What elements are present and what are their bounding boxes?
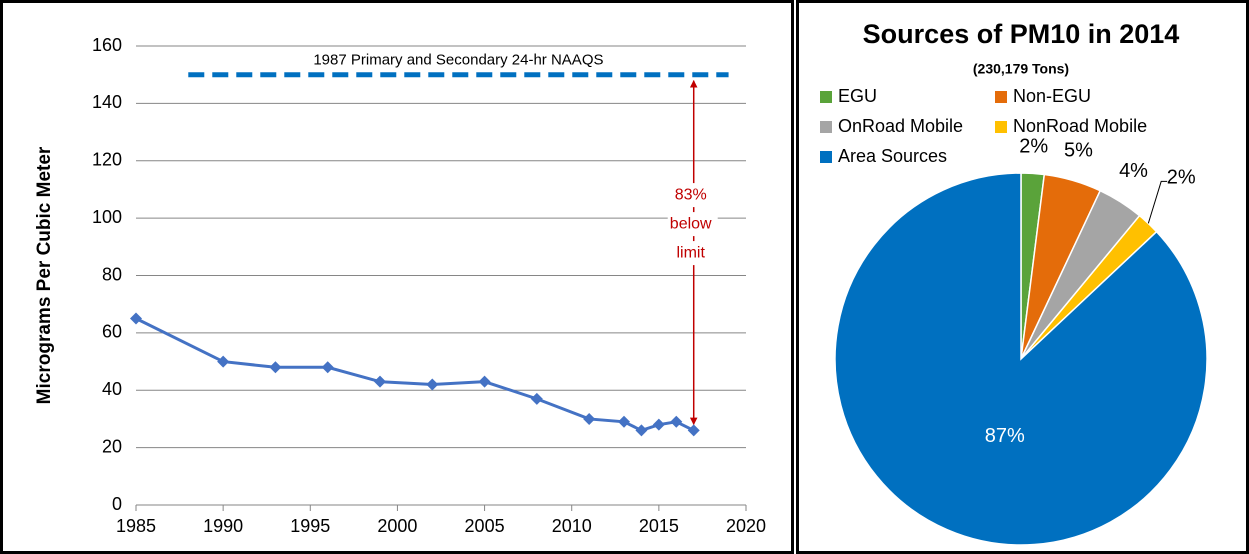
- data-marker: [670, 415, 683, 428]
- data-marker: [478, 375, 491, 388]
- y-tick-label: 20: [102, 436, 122, 456]
- legend-label: NonRoad Mobile: [1013, 116, 1147, 136]
- legend-swatch: [820, 91, 832, 103]
- annotation-bg: [667, 183, 718, 208]
- data-line: [135, 317, 695, 433]
- x-tick-label: 2010: [552, 516, 592, 536]
- data-marker: [652, 418, 665, 431]
- left-panel-border: [0, 0, 794, 554]
- y-tick-label: 120: [92, 150, 122, 170]
- y-axis-label: Micrograms Per Cubic Meter: [34, 146, 55, 404]
- data-marker: [269, 361, 282, 374]
- pie-label: 2%: [1167, 167, 1196, 189]
- data-marker: [217, 355, 230, 368]
- annotation-text: 83%: [675, 186, 707, 203]
- y-tick-label: 100: [92, 207, 122, 227]
- reference-label: 1987 Primary and Secondary 24-hr NAAQS: [313, 52, 603, 69]
- pie-label: 5%: [1064, 139, 1093, 161]
- annotation-text: limit: [676, 244, 705, 261]
- data-marker: [321, 361, 334, 374]
- x-tick-label: 2000: [377, 516, 417, 536]
- data-marker: [583, 412, 596, 425]
- pie-label: 2%: [1019, 136, 1048, 158]
- x-tick-label: 2020: [726, 516, 766, 536]
- legend-swatch: [820, 151, 832, 163]
- pie-slice: [834, 172, 1208, 546]
- data-marker: [635, 424, 648, 437]
- legend-label: Non-EGU: [1013, 86, 1091, 106]
- y-tick-label: 80: [102, 264, 122, 284]
- annotation-bg: [667, 241, 718, 266]
- legend-label: Area Sources: [838, 146, 947, 166]
- legend-swatch: [995, 121, 1007, 133]
- leader-line: [1147, 180, 1168, 224]
- data-marker: [530, 392, 543, 405]
- legend-swatch: [995, 91, 1007, 103]
- data-marker: [618, 415, 630, 428]
- data-marker: [687, 424, 700, 437]
- legend-label: OnRoad Mobile: [838, 116, 963, 136]
- y-tick-label: 60: [102, 322, 122, 342]
- pie-label: 4%: [1119, 160, 1148, 182]
- legend-label: EGU: [838, 86, 877, 106]
- x-tick-label: 1985: [116, 516, 156, 536]
- x-tick-label: 2005: [465, 516, 505, 536]
- pie-label: 87%: [985, 425, 1025, 447]
- chart-subtitle: (230,179 Tons): [973, 61, 1069, 77]
- data-marker: [374, 375, 386, 388]
- x-tick-label: 1995: [290, 516, 330, 536]
- data-marker: [130, 312, 142, 325]
- y-tick-label: 140: [92, 92, 122, 112]
- y-tick-label: 40: [102, 379, 122, 399]
- y-tick-label: 0: [112, 494, 122, 514]
- y-tick-label: 160: [92, 35, 122, 55]
- right-panel-frame: [796, 0, 1249, 554]
- x-tick-label: 1990: [203, 516, 243, 536]
- x-tick-label: 2015: [639, 516, 679, 536]
- data-marker: [426, 378, 439, 391]
- chart-title: Sources of PM10 in 2014: [863, 19, 1180, 49]
- legend-swatch: [820, 121, 832, 133]
- annotation-bg: [667, 212, 718, 237]
- annotation-text: below: [670, 215, 712, 232]
